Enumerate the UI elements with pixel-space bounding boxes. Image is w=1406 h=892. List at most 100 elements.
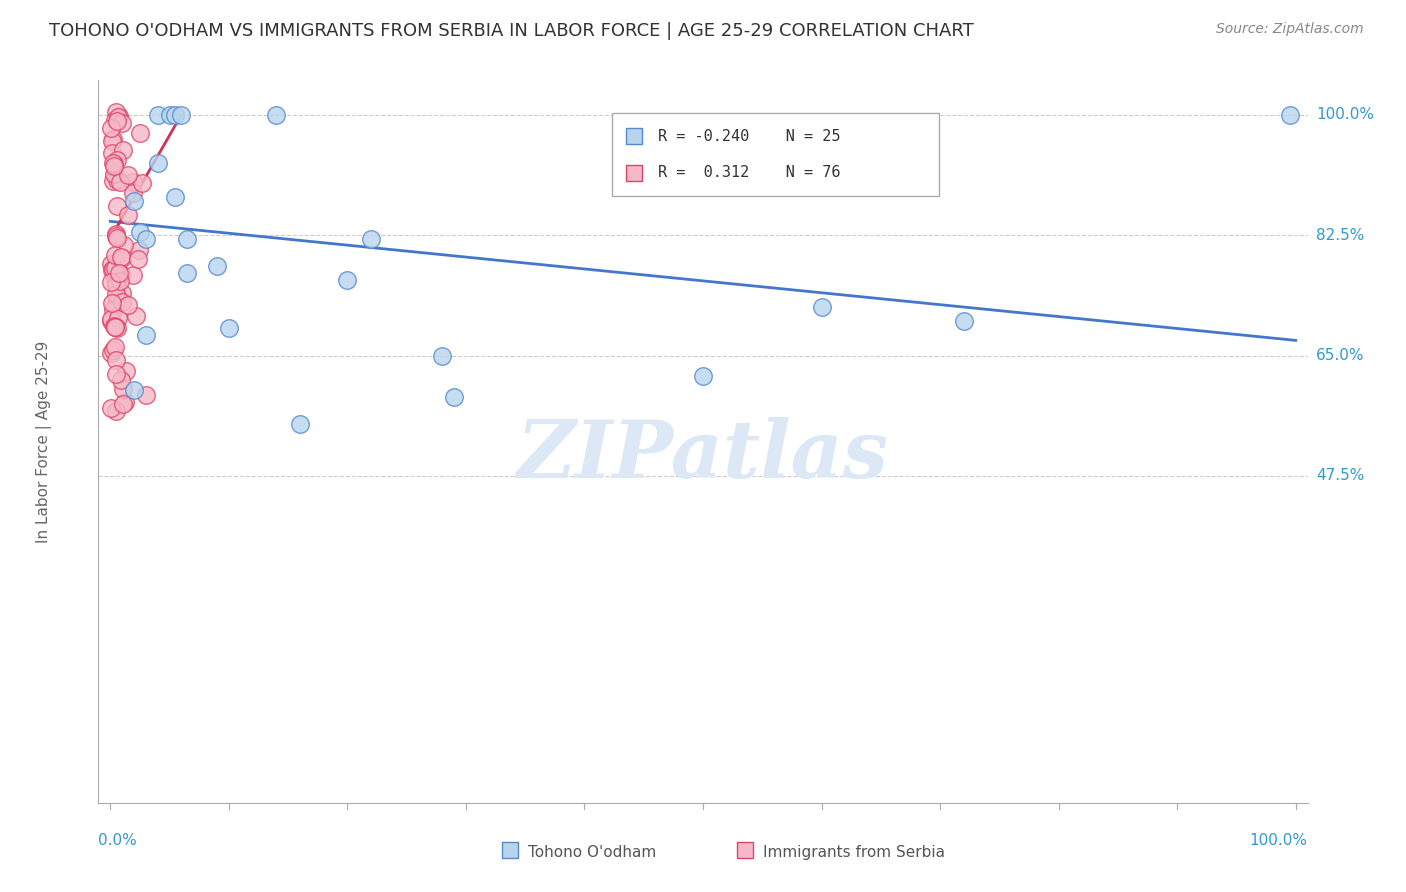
Point bbox=[104, 272, 127, 286]
Point bbox=[127, 252, 149, 266]
Point bbox=[146, 156, 169, 170]
Point bbox=[110, 250, 132, 264]
Text: ZIPatlas: ZIPatlas bbox=[517, 417, 889, 495]
Point bbox=[121, 186, 143, 201]
Point bbox=[107, 291, 129, 305]
Point bbox=[104, 320, 127, 334]
Point bbox=[110, 373, 132, 387]
Point bbox=[100, 401, 122, 416]
Point bbox=[100, 296, 122, 310]
Point bbox=[108, 274, 131, 288]
Point bbox=[105, 231, 128, 245]
Point bbox=[131, 176, 153, 190]
Point bbox=[360, 231, 382, 245]
Point bbox=[108, 109, 131, 123]
Text: 100.0%: 100.0% bbox=[1316, 107, 1374, 122]
Point bbox=[288, 417, 311, 432]
Point bbox=[100, 257, 122, 271]
Point bbox=[105, 199, 128, 213]
Text: TOHONO O'ODHAM VS IMMIGRANTS FROM SERBIA IN LABOR FORCE | AGE 25-29 CORRELATION : TOHONO O'ODHAM VS IMMIGRANTS FROM SERBIA… bbox=[49, 22, 974, 40]
Text: Source: ZipAtlas.com: Source: ZipAtlas.com bbox=[1216, 22, 1364, 37]
Point bbox=[103, 302, 125, 317]
Point bbox=[114, 364, 136, 378]
Point bbox=[107, 110, 129, 124]
Point bbox=[100, 312, 122, 326]
Point bbox=[176, 231, 198, 245]
Point bbox=[105, 104, 128, 119]
Text: R = -0.240    N = 25: R = -0.240 N = 25 bbox=[658, 128, 841, 144]
Point bbox=[122, 175, 145, 189]
Point bbox=[122, 194, 145, 208]
Point bbox=[165, 108, 187, 122]
Point bbox=[135, 231, 157, 245]
Point bbox=[135, 388, 157, 402]
Point bbox=[112, 382, 135, 396]
Point bbox=[105, 320, 128, 334]
Point bbox=[111, 285, 134, 300]
Point bbox=[336, 273, 359, 287]
Text: In Labor Force | Age 25-29: In Labor Force | Age 25-29 bbox=[37, 341, 52, 542]
Point bbox=[105, 352, 128, 367]
Point bbox=[104, 296, 127, 310]
Point bbox=[110, 295, 132, 310]
Point bbox=[103, 262, 125, 277]
Point bbox=[104, 286, 127, 301]
Point bbox=[103, 343, 125, 358]
Point bbox=[101, 132, 124, 146]
Point bbox=[110, 175, 132, 189]
Point bbox=[176, 266, 198, 280]
Point bbox=[112, 238, 135, 252]
Point bbox=[692, 369, 714, 384]
Text: Tohono O'odham: Tohono O'odham bbox=[527, 845, 657, 860]
Point bbox=[101, 156, 124, 170]
Point bbox=[170, 108, 193, 122]
Point bbox=[105, 228, 128, 243]
Point bbox=[114, 394, 136, 409]
Point bbox=[129, 225, 152, 239]
Point bbox=[105, 367, 128, 381]
Point bbox=[810, 301, 832, 315]
Text: 65.0%: 65.0% bbox=[1316, 348, 1364, 363]
Point bbox=[1278, 108, 1301, 122]
Point bbox=[112, 396, 135, 410]
Point bbox=[624, 195, 647, 210]
Point bbox=[104, 341, 127, 355]
Point bbox=[100, 314, 122, 328]
Point bbox=[734, 840, 756, 855]
Text: R =  0.312    N = 76: R = 0.312 N = 76 bbox=[658, 165, 841, 180]
Point bbox=[117, 168, 139, 182]
Point bbox=[105, 173, 128, 187]
Text: Immigrants from Serbia: Immigrants from Serbia bbox=[763, 845, 945, 860]
Point bbox=[104, 248, 127, 262]
Point bbox=[117, 298, 139, 312]
Point bbox=[110, 267, 132, 281]
Point bbox=[103, 319, 125, 334]
Point bbox=[128, 126, 150, 140]
Text: 47.5%: 47.5% bbox=[1316, 468, 1364, 483]
Point bbox=[100, 134, 122, 148]
Point bbox=[104, 404, 127, 418]
Point bbox=[103, 167, 125, 181]
Point bbox=[502, 840, 524, 855]
Point bbox=[111, 251, 134, 265]
Text: 0.0%: 0.0% bbox=[98, 833, 138, 848]
Point bbox=[112, 144, 135, 158]
Point bbox=[105, 153, 128, 167]
Point bbox=[111, 116, 134, 130]
Point bbox=[100, 120, 122, 135]
Point bbox=[443, 390, 465, 404]
Point bbox=[165, 190, 187, 204]
Point bbox=[218, 321, 240, 335]
Point bbox=[101, 145, 124, 160]
Point bbox=[103, 157, 125, 171]
Point bbox=[101, 174, 124, 188]
Point bbox=[135, 327, 157, 342]
Point bbox=[104, 278, 127, 293]
Point bbox=[104, 113, 127, 128]
Point bbox=[105, 227, 128, 241]
Point bbox=[146, 108, 169, 122]
Point bbox=[104, 320, 127, 334]
Point bbox=[100, 276, 122, 290]
Point bbox=[124, 309, 146, 323]
Point bbox=[105, 275, 128, 289]
